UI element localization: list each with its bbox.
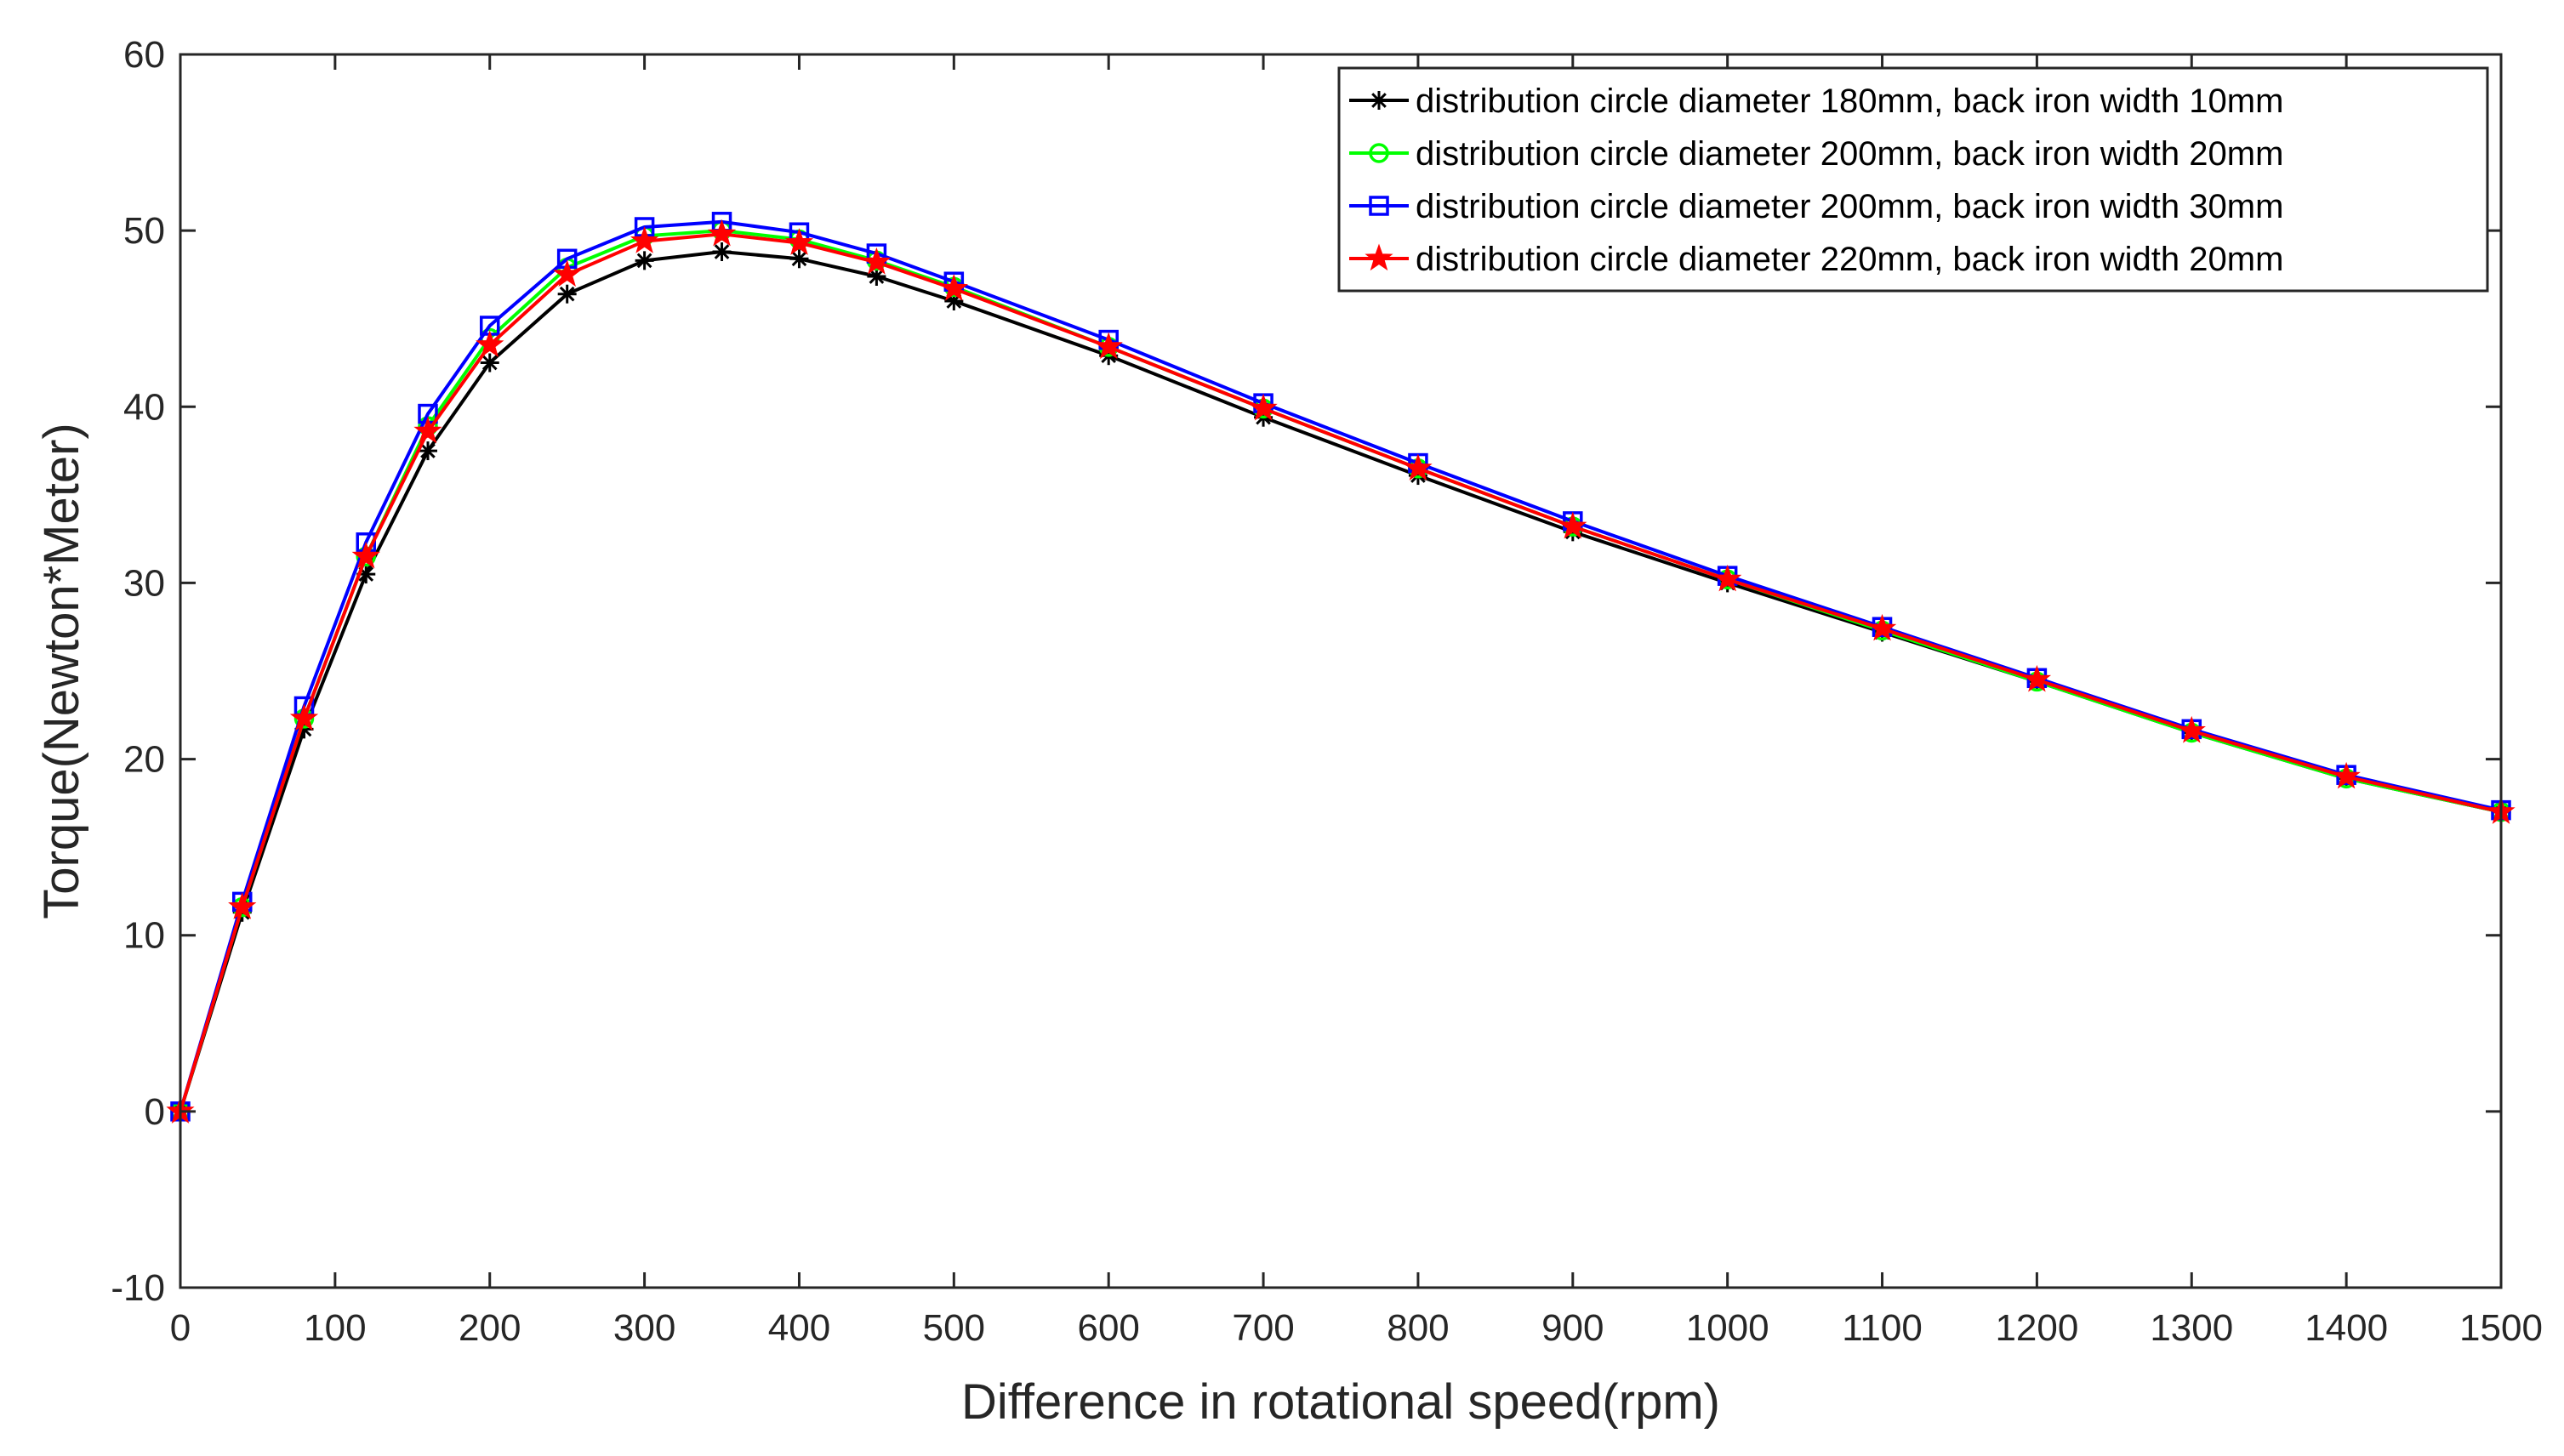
y-axis-title: Torque(Newton*Meter) (34, 423, 89, 919)
data-point (476, 330, 504, 357)
plot-layer (166, 212, 2516, 1123)
data-point (2332, 761, 2361, 789)
data-point (867, 267, 886, 286)
legend-label: distribution circle diameter 180mm, back… (1416, 82, 2283, 120)
data-point (1712, 564, 1742, 592)
data-point (630, 226, 659, 253)
data-point (2177, 715, 2206, 743)
data-point (635, 251, 654, 270)
legend-marker (1369, 143, 1389, 163)
legend-marker (1369, 196, 1389, 216)
data-point (784, 228, 814, 255)
x-tick-label: 1100 (1842, 1307, 1923, 1349)
x-tick-label: 400 (768, 1307, 830, 1349)
data-point (1558, 511, 1587, 539)
y-tick-label: 10 (123, 915, 165, 957)
legend-label: distribution circle diameter 220mm, back… (1416, 241, 2283, 278)
data-point (862, 247, 892, 275)
x-tick-label: 300 (613, 1307, 675, 1349)
data-point (413, 416, 442, 444)
x-tick-label: 1400 (2305, 1307, 2388, 1349)
x-tick-label: 700 (1232, 1307, 1294, 1349)
y-tick-label: 40 (123, 386, 165, 428)
tick-layer: 0 100 200 300 400 500 600 700 800 900 1000 1100 1200… (111, 34, 2543, 1349)
data-point (351, 541, 380, 569)
data-point (789, 249, 809, 269)
legend-label: distribution circle diameter 200mm, back… (1416, 188, 2283, 225)
x-axis-title: Difference in rotational speed(rpm) (961, 1374, 1720, 1430)
plot-frame (179, 53, 2503, 1289)
data-point (2022, 664, 2052, 692)
y-tick-label: 30 (123, 562, 165, 604)
legend-label: distribution circle diameter 200mm, back… (1416, 135, 2283, 173)
legend-marker (1365, 243, 1393, 271)
x-tick-label: 500 (923, 1307, 985, 1349)
data-point (418, 441, 437, 461)
legend-item: distribution circle diameter 180mm, back… (1349, 82, 2283, 120)
x-tick-label: 900 (1541, 1307, 1604, 1349)
legend-box (1337, 66, 2489, 293)
data-point (1404, 453, 1433, 481)
y-tick-label: 0 (145, 1091, 165, 1133)
legend: distribution circle diameter 180mm, back… (1337, 66, 2489, 293)
legend-item: distribution circle diameter 200mm, back… (1349, 188, 2283, 225)
x-tick-label: 200 (459, 1307, 521, 1349)
series-line (179, 232, 2502, 1112)
x-tick-label: 1200 (1995, 1307, 2078, 1349)
data-point (1094, 332, 1123, 359)
y-tick-label: -10 (111, 1267, 165, 1309)
data-point (228, 892, 257, 919)
y-tick-label: 50 (123, 210, 165, 252)
x-tick-label: 1500 (2459, 1307, 2543, 1349)
data-point (1867, 613, 1897, 641)
series-4 (166, 219, 2516, 1123)
legend-marker (1370, 91, 1388, 110)
x-tick-label: 0 (170, 1307, 191, 1349)
data-point (557, 284, 577, 304)
legend-item: distribution circle diameter 220mm, back… (1349, 241, 2283, 278)
x-tick-label: 1000 (1686, 1307, 1769, 1349)
y-tick-label: 60 (123, 34, 165, 76)
y-tick-label: 20 (123, 739, 165, 781)
data-point (552, 259, 582, 287)
legend-item: distribution circle diameter 200mm, back… (1349, 135, 2283, 173)
x-tick-label: 1300 (2150, 1307, 2233, 1349)
data-point (480, 353, 499, 373)
data-point (1249, 393, 1278, 421)
x-tick-label: 100 (304, 1307, 366, 1349)
data-point (939, 274, 969, 301)
data-point (712, 242, 732, 261)
x-tick-label: 600 (1077, 1307, 1139, 1349)
data-point (707, 219, 737, 247)
data-point (289, 703, 319, 731)
x-tick-label: 800 (1387, 1307, 1449, 1349)
